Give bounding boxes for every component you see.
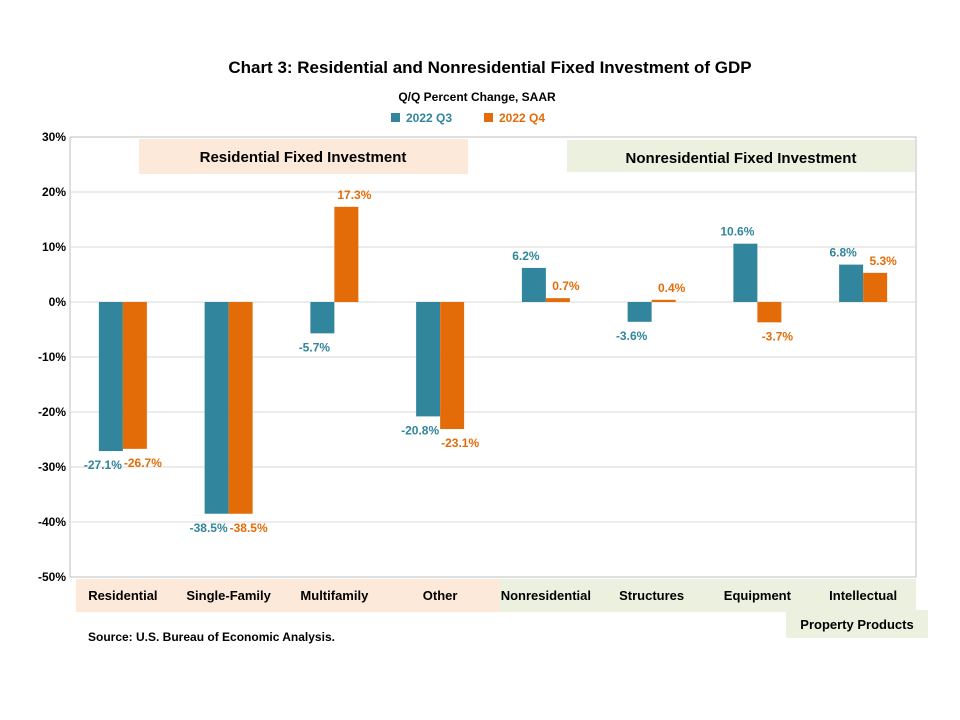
category-label: Residential <box>88 588 157 603</box>
category-label: Nonresidential <box>501 588 591 603</box>
nonresidential-category-band <box>500 579 916 612</box>
category-label: Intellectual <box>829 588 897 603</box>
y-tick-label: 0% <box>49 295 67 309</box>
bar-q3 <box>521 267 546 302</box>
category-label: Other <box>423 588 458 603</box>
y-tick-label: 20% <box>42 185 66 199</box>
chart-title: Chart 3: Residential and Nonresidential … <box>228 58 751 77</box>
data-label: -38.5% <box>230 521 268 535</box>
source-note: Source: U.S. Bureau of Economic Analysis… <box>88 630 335 644</box>
bar-q3 <box>98 302 123 452</box>
legend-label: 2022 Q3 <box>406 111 452 125</box>
bar-q3 <box>310 302 335 334</box>
data-label: 0.4% <box>658 281 686 295</box>
data-label: 6.8% <box>829 246 857 260</box>
data-label: -27.1% <box>84 458 122 472</box>
y-tick-label: -20% <box>38 405 66 419</box>
category-label: Structures <box>619 588 684 603</box>
plot-area <box>69 136 917 578</box>
data-label: 5.3% <box>869 254 897 268</box>
legend-label: 2022 Q4 <box>499 111 545 125</box>
data-label: 0.7% <box>552 279 580 293</box>
intellectual-property-band <box>786 610 928 638</box>
bar-q4 <box>545 298 570 302</box>
residential-section-label: Residential Fixed Investment <box>200 149 407 166</box>
bar-q4 <box>440 302 465 430</box>
y-tick-label: -40% <box>38 515 66 529</box>
residential-section-band <box>139 139 468 174</box>
bar-q3 <box>839 264 864 302</box>
bar-q4 <box>122 302 147 449</box>
data-label: 6.2% <box>512 249 540 263</box>
y-tick-label: 30% <box>42 130 66 144</box>
chart-subtitle: Q/Q Percent Change, SAAR <box>398 90 556 104</box>
bar-q3 <box>204 302 229 514</box>
data-label: -23.1% <box>441 436 479 450</box>
data-labels: -27.1% -26.7% -38.5% -38.5% -5.7% 17.3% -20.8%… <box>84 188 897 535</box>
y-tick-label: -30% <box>38 460 66 474</box>
data-label: -3.7% <box>762 329 794 343</box>
legend-swatch <box>391 113 400 122</box>
data-label: -3.6% <box>616 329 648 343</box>
data-label: -26.7% <box>124 456 162 470</box>
y-tick-label: -10% <box>38 350 66 364</box>
data-label: -5.7% <box>299 340 331 354</box>
nonresidential-section-label: Nonresidential Fixed Investment <box>626 150 857 167</box>
data-label: 17.3% <box>337 188 371 202</box>
bar-q4 <box>863 272 888 302</box>
category-label-line2: Property Products <box>800 617 913 632</box>
bar-q4 <box>334 206 359 302</box>
legend: 2022 Q3 2022 Q4 <box>391 111 545 125</box>
bars <box>98 206 888 514</box>
category-labels: Residential Single-Family Multifamily Other… <box>88 588 914 632</box>
bar-q4 <box>228 302 253 514</box>
data-label: -20.8% <box>401 423 439 437</box>
category-label: Multifamily <box>300 588 369 603</box>
y-tick-label: 10% <box>42 240 66 254</box>
data-label: 10.6% <box>720 225 754 239</box>
y-tick-label: -50% <box>38 570 66 584</box>
bar-q4 <box>757 302 782 323</box>
section-bands: Residential Fixed Investment Nonresidenti… <box>76 139 928 638</box>
category-label: Single-Family <box>186 588 271 603</box>
bar-q3 <box>627 302 652 322</box>
legend-swatch <box>484 113 493 122</box>
bar-q3 <box>733 243 758 302</box>
residential-category-band <box>76 579 500 612</box>
y-axis: 30% 20% 10% 0% -10% -20% -30% -40% -50% <box>38 130 66 584</box>
nonresidential-section-band <box>567 140 915 172</box>
data-label: -38.5% <box>190 521 228 535</box>
category-label: Equipment <box>724 588 792 603</box>
bar-q4 <box>651 299 676 302</box>
bar-q3 <box>416 302 441 417</box>
